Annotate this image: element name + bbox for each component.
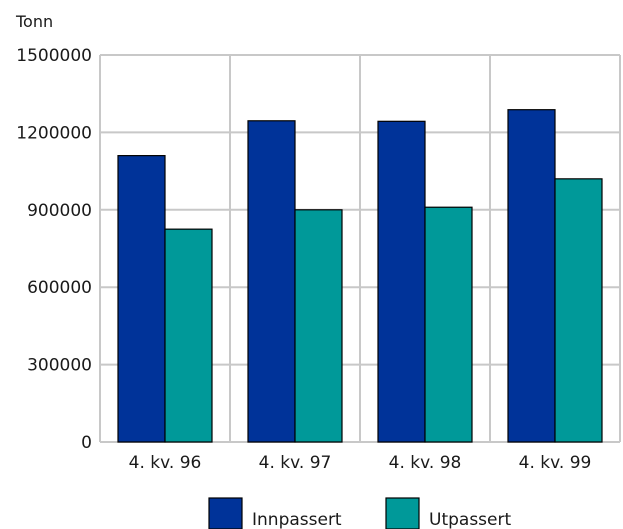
y-tick-label: 600000	[27, 278, 92, 298]
bar-innpassert-2	[247, 120, 296, 443]
x-tick-label: 4. kv. 98	[389, 453, 462, 473]
x-axis-ticks: 4. kv. 96 4. kv. 97 4. kv. 98 4. kv. 99	[129, 453, 592, 473]
x-tick-label: 4. kv. 97	[259, 453, 332, 473]
legend-swatch	[385, 497, 420, 529]
legend-item-utpassert: Utpassert	[385, 497, 511, 529]
y-tick-label: 1500000	[16, 46, 92, 66]
bar-utpassert-2	[294, 209, 343, 443]
bar-innpassert-3	[377, 120, 426, 443]
bar-innpassert-4	[507, 109, 556, 443]
legend-label: Innpassert	[252, 510, 342, 529]
y-tick-label: 1200000	[16, 123, 92, 143]
y-axis-unit-label: Tonn	[15, 12, 53, 31]
bars	[117, 109, 603, 443]
bar-utpassert-4	[554, 178, 603, 443]
bar-utpassert-1	[164, 228, 213, 443]
y-axis-ticks: 0 300000 600000 900000 1200000 1500000	[16, 46, 92, 453]
y-tick-label: 300000	[27, 356, 92, 376]
bar-utpassert-3	[424, 206, 473, 443]
y-tick-label: 0	[81, 433, 92, 453]
bar-innpassert-1	[117, 155, 166, 443]
x-tick-label: 4. kv. 96	[129, 453, 202, 473]
legend: Innpassert Utpassert	[208, 497, 511, 529]
y-tick-label: 900000	[27, 201, 92, 221]
x-tick-label: 4. kv. 99	[519, 453, 592, 473]
legend-swatch	[208, 497, 243, 529]
legend-label: Utpassert	[429, 510, 511, 529]
legend-item-innpassert: Innpassert	[208, 497, 342, 529]
